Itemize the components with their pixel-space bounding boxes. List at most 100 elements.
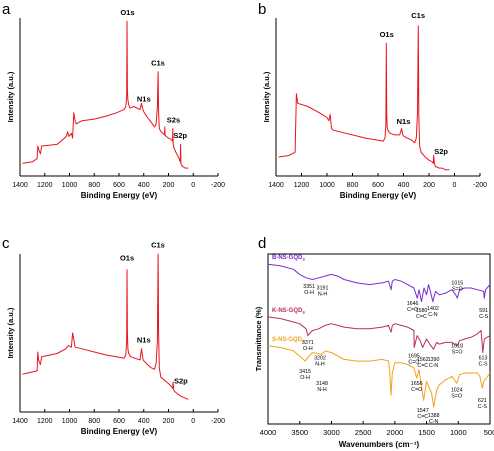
xps-survey-panel-a: 1400 1200 1000 800 600 400 200 0 -200 Binding Ene…: [6, 8, 225, 200]
peak-label: O1s: [380, 30, 394, 39]
x-tick-label: 1400: [268, 182, 284, 189]
series-line-0: [22, 253, 189, 400]
series-label-2: S-NS-GQDs: [272, 337, 305, 344]
peak-label: 621: [478, 398, 487, 404]
peak-label: C1s: [411, 11, 425, 20]
peak-assignment: C=C: [416, 314, 427, 320]
peak-assignment: C=C: [417, 363, 428, 369]
peak-label: 1024: [451, 388, 463, 394]
x-tick-label: 1000: [62, 418, 78, 425]
series-label-subscript: s: [302, 309, 305, 314]
peak-label: 591: [479, 308, 488, 314]
x-tick-label: 200: [423, 182, 435, 189]
x-tick-label: 500: [484, 428, 494, 437]
y-axis-label: Intensity (a.u.): [6, 307, 15, 358]
peak-label: 1547: [417, 408, 429, 414]
x-tick-label: 400: [138, 182, 150, 189]
x-tick-label: 3000: [323, 428, 340, 437]
peak-assignment: N-H: [317, 387, 327, 393]
peak-label: 1015: [451, 281, 463, 287]
peak-label: C1s: [151, 58, 165, 67]
x-tick-label: 1200: [37, 182, 53, 189]
peak-label: 3351: [303, 284, 315, 290]
panel-label-b: b: [258, 1, 266, 18]
peak-label: S2p: [173, 131, 187, 140]
series-label-0: B-NS-GQDs: [272, 255, 305, 262]
series-line-0: [278, 25, 450, 171]
x-tick-label: 400: [398, 182, 410, 189]
peak-label: 1018: [451, 344, 463, 350]
peak-assignment: C-N: [428, 312, 438, 318]
series-label-1: K-NS-GQDs: [272, 308, 305, 315]
peak-label: 3202: [314, 355, 326, 361]
ftir-panel-d: 4000 3500 3000 2500 2000 1500 1000 500 Wavenumbe…: [254, 253, 494, 449]
x-tick-label: 800: [347, 182, 359, 189]
x-tick-label: 600: [372, 182, 384, 189]
x-tick-label: 2000: [387, 428, 404, 437]
peak-label: S2p: [174, 377, 188, 386]
x-tick-label: 1000: [450, 428, 467, 437]
x-tick-label: 800: [88, 418, 100, 425]
peak-label: O1s: [120, 253, 134, 262]
series-label-text: K-NS-GQD: [272, 308, 303, 314]
panel-label-c: c: [2, 235, 10, 252]
x-tick-label: 1500: [418, 428, 435, 437]
x-tick-label: -200: [473, 182, 487, 189]
peak-label: 1562: [417, 357, 429, 363]
x-tick-label: 1400: [12, 182, 28, 189]
x-tick-label: -200: [211, 418, 225, 425]
x-tick-label: 1000: [319, 182, 335, 189]
series-label-subscript: s: [302, 257, 305, 262]
series-label-text: S-NS-GQD: [272, 337, 303, 343]
x-tick-label: 2500: [355, 428, 372, 437]
peak-label: 3371: [302, 340, 314, 346]
x-tick-label: 1200: [37, 418, 53, 425]
peak-assignment: N-H: [315, 361, 325, 367]
peak-label: 613: [479, 355, 488, 361]
peak-label: 1390: [428, 357, 440, 363]
peak-label: N1s: [137, 95, 151, 104]
peak-assignment: C=O: [408, 360, 419, 366]
peak-label: 1656: [411, 381, 423, 387]
y-axis-label: Intensity (a.u.): [262, 71, 271, 122]
panel-label-a: a: [2, 1, 11, 18]
series-line-2: [267, 345, 491, 408]
x-tick-label: 0: [191, 182, 195, 189]
peak-assignment: C-S: [478, 361, 488, 367]
peak-label: N1s: [397, 117, 411, 126]
peak-assignment: S=O: [452, 287, 463, 293]
peak-label: 1388: [428, 413, 440, 419]
peak-assignment: C=O: [407, 307, 418, 313]
y-axis-label: Intensity (a.u.): [6, 71, 15, 122]
series-label-text: B-NS-GQD: [272, 255, 303, 261]
x-tick-label: 600: [113, 418, 125, 425]
peak-assignment: C-N: [429, 363, 439, 369]
series-line-1: [267, 316, 491, 354]
peak-label: 3191: [317, 286, 329, 292]
peak-label: 1695: [408, 354, 420, 360]
x-axis-label: Binding Energy (eV): [340, 191, 417, 200]
panel-label-d: d: [258, 235, 266, 252]
x-tick-label: 0: [191, 418, 195, 425]
peak-label: N1s: [137, 335, 151, 344]
peak-assignment: S=O: [452, 350, 463, 356]
xps-survey-panel-c: 1400 1200 1000 800 600 400 200 0 -200 Binding Ene…: [6, 241, 225, 436]
x-tick-label: 1000: [62, 182, 78, 189]
peak-assignment: O-H: [300, 375, 310, 381]
peak-assignment: O-H: [304, 290, 314, 296]
y-axis-label: Transmittance (%): [254, 306, 263, 371]
peak-label: 1646: [407, 301, 419, 307]
peak-label: 3415: [299, 369, 311, 375]
peak-assignment: C-N: [429, 419, 439, 425]
peak-label: 1580: [416, 308, 428, 314]
peak-assignment: C-S: [479, 314, 489, 320]
x-tick-label: 600: [113, 182, 125, 189]
series-label-subscript: s: [302, 338, 305, 343]
peak-label: 1402: [427, 306, 439, 312]
x-tick-label: 3500: [291, 428, 308, 437]
xps-survey-panel-b: 1400 1200 1000 800 600 400 200 0 -200 Binding Ene…: [262, 11, 487, 200]
peak-label: S2s: [167, 115, 180, 124]
x-axis-label: Binding Energy (eV): [81, 191, 158, 200]
peak-assignment: N-H: [318, 292, 328, 298]
x-tick-label: -200: [211, 182, 225, 189]
